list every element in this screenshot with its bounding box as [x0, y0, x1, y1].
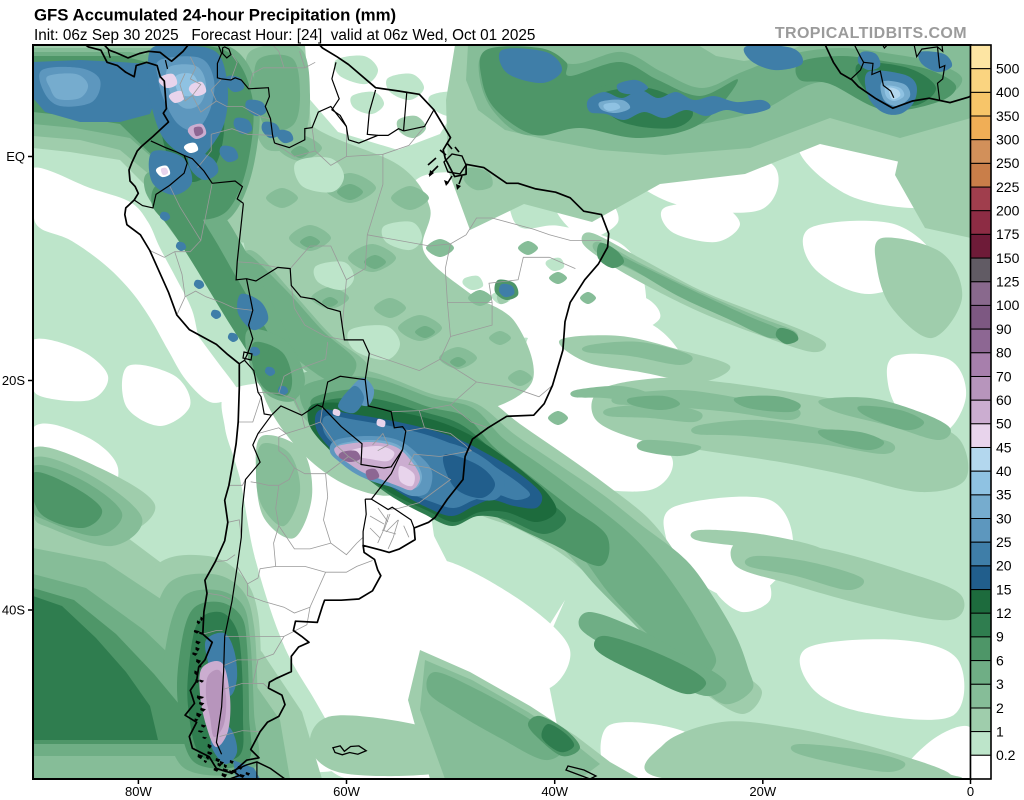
svg-text:0: 0 [967, 784, 974, 799]
svg-text:60: 60 [996, 392, 1012, 408]
svg-text:40: 40 [996, 463, 1012, 479]
svg-text:Init: 06z Sep 30 2025 Foreca: Init: 06z Sep 30 2025 Forecast Hour: [24… [34, 27, 535, 44]
svg-text:500: 500 [996, 60, 1020, 76]
svg-text:1: 1 [996, 723, 1004, 739]
svg-text:20S: 20S [2, 373, 25, 388]
svg-text:175: 175 [996, 226, 1020, 242]
svg-text:400: 400 [996, 84, 1020, 100]
svg-text:70: 70 [996, 368, 1012, 384]
svg-text:GFS Accumulated 24-hour Precip: GFS Accumulated 24-hour Precipitation (m… [34, 6, 396, 25]
svg-text:20: 20 [996, 558, 1012, 574]
svg-text:6: 6 [996, 652, 1004, 668]
svg-text:150: 150 [996, 250, 1020, 266]
svg-text:350: 350 [996, 108, 1020, 124]
svg-text:TROPICALTIDBITS.COM: TROPICALTIDBITS.COM [775, 25, 967, 42]
svg-text:60W: 60W [333, 784, 360, 799]
svg-text:45: 45 [996, 439, 1012, 455]
svg-text:3: 3 [996, 676, 1004, 692]
svg-text:EQ: EQ [6, 149, 25, 164]
svg-text:2: 2 [996, 700, 1004, 716]
svg-text:300: 300 [996, 132, 1020, 148]
svg-text:80W: 80W [125, 784, 152, 799]
svg-text:30: 30 [996, 510, 1012, 526]
svg-text:9: 9 [996, 629, 1004, 645]
svg-text:0.2: 0.2 [996, 747, 1016, 763]
svg-text:25: 25 [996, 534, 1012, 550]
svg-text:40S: 40S [2, 603, 25, 618]
svg-text:15: 15 [996, 581, 1012, 597]
svg-text:125: 125 [996, 274, 1020, 290]
svg-text:40W: 40W [541, 784, 568, 799]
svg-text:12: 12 [996, 605, 1012, 621]
svg-text:100: 100 [996, 297, 1020, 313]
svg-text:225: 225 [996, 179, 1020, 195]
svg-text:250: 250 [996, 155, 1020, 171]
svg-text:90: 90 [996, 321, 1012, 337]
svg-text:20W: 20W [749, 784, 776, 799]
svg-text:50: 50 [996, 416, 1012, 432]
svg-text:35: 35 [996, 487, 1012, 503]
svg-text:200: 200 [996, 203, 1020, 219]
svg-text:80: 80 [996, 345, 1012, 361]
